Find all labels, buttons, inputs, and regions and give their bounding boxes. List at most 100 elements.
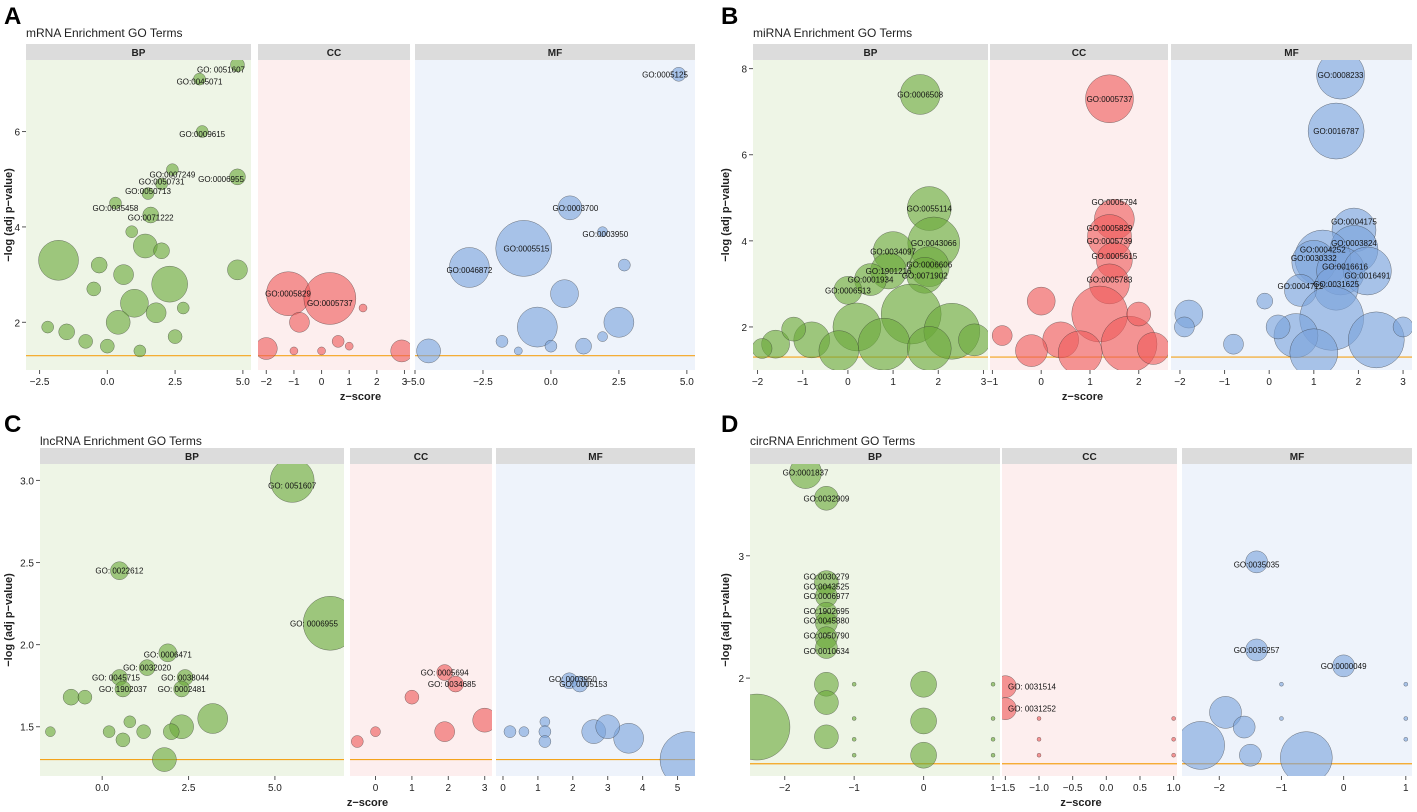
data-point [100,338,115,354]
data-point [571,675,589,693]
panel-letter: C [4,411,21,438]
data-point [1182,721,1225,770]
go-term-label: GO:0003824 [1331,239,1377,248]
data-point [1348,311,1405,369]
x-tick-label: 2 [1136,377,1142,388]
data-point [105,310,131,335]
data-point [1403,716,1409,721]
go-term-label: GO:1902695 [803,607,849,616]
data-point [958,323,988,357]
data-point [114,680,132,698]
panel-title: miRNA Enrichment GO Terms [753,26,912,40]
facet-strip-label: BP [868,452,882,463]
data-point [851,737,857,742]
x-tick-label: 1 [890,377,896,388]
data-point [1280,731,1333,776]
facet-strip [1002,448,1177,464]
data-point [115,732,131,748]
facet-strip [258,44,410,60]
y-tick-label: 6 [14,128,20,139]
data-point [1392,316,1412,338]
go-term-label: GO:0003700 [552,204,598,213]
facet-strip-label: MF [1290,452,1304,463]
data-point [317,346,326,356]
x-tick-label: 1.0 [1167,783,1181,794]
facet-strip-label: CC [1082,452,1096,463]
data-point [990,681,996,687]
y-tick-label: 3.0 [20,476,34,487]
data-point [1085,74,1134,123]
y-tick-label: 6 [741,151,747,162]
data-point [1239,743,1262,767]
x-tick-label: 0.5 [1133,783,1147,794]
facet-cc: CC GO: 0031514 GO: 0031252 −1.5 −1.0 −0.5 0.0 0… [995,448,1181,794]
x-tick-label: 0 [500,783,506,794]
data-point [78,334,93,349]
bubble-group [991,74,1168,370]
x-tick-label: 5 [675,783,681,794]
data-point [436,664,453,681]
x-tick-label: 2.5 [612,377,626,388]
data-point [1171,716,1176,721]
data-point [416,338,441,364]
facet-cc: CC GO: 0005694 GO: 0034685 0 1 2 3 [350,448,492,794]
data-point [41,320,54,334]
panel-letter: A [4,3,21,30]
data-point [193,72,206,86]
facet-strip-label: BP [864,48,878,59]
y-tick-label: 3 [738,552,744,563]
y-tick-label: 2 [738,674,744,685]
data-point [113,264,134,285]
x-tick-label: 0.0 [95,783,109,794]
facet-bp: BP GO: 0051607 GO: 0022612 GO: 0006955 GO: 0… [40,448,344,794]
data-point [289,346,299,356]
go-term-label: GO: 0038044 [161,673,210,682]
data-point [141,187,155,200]
data-point [153,242,170,260]
data-point [1265,314,1291,340]
go-term-label: GO:0034097 [870,248,916,257]
data-point [990,752,996,758]
x-tick-label: 2 [936,377,942,388]
facet-mf: MF GO:0005125 GO:0003700 GO:0003950 GO:00055… [405,44,695,388]
x-tick-label: −5.0 [405,377,425,388]
go-term-label: GO:0030279 [803,573,849,582]
go-term-label: GO:0005515 [504,244,550,253]
data-point [1403,737,1409,742]
bubble-group [1002,675,1176,758]
go-term-label: GO:0035458 [93,204,139,213]
go-term-label: GO:0001934 [848,276,894,285]
x-tick-label: 0.0 [1099,783,1113,794]
data-point [447,675,464,693]
x-axis-label: z−score [340,391,381,403]
data-point [1316,60,1365,100]
data-point [781,316,806,342]
go-term-label: GO:0003950 [582,230,628,239]
go-term-label: GO: 0005153 [559,680,608,689]
data-point [302,596,344,651]
data-point [449,247,490,288]
facet-strip [496,448,695,464]
go-term-label: GO: 0003950 [549,675,598,684]
facet-strip-label: BP [185,452,199,463]
bubble-group [750,464,996,769]
bubble-group [416,67,686,364]
data-point [303,272,357,325]
data-point [815,636,838,659]
go-term-label: GO: 0002481 [158,685,207,694]
y-axis-label: −log (adj p−value) [720,168,732,262]
x-tick-label: 1 [1311,377,1317,388]
facet-background [1002,464,1177,776]
go-term-label: GO:0050713 [125,187,171,196]
go-term-label: GO:0043525 [803,582,849,591]
x-tick-label: 0 [373,783,379,794]
go-term-label: GO: 0031252 [1008,705,1057,714]
x-tick-label: −2 [1214,783,1226,794]
data-point [503,725,517,738]
data-point [1403,681,1409,687]
facet-background [750,464,1000,776]
bubble-group [45,464,344,772]
x-tick-label: −2.5 [473,377,493,388]
facet-strip-label: BP [132,48,146,59]
go-term-label: GO:0006606 [906,261,952,270]
